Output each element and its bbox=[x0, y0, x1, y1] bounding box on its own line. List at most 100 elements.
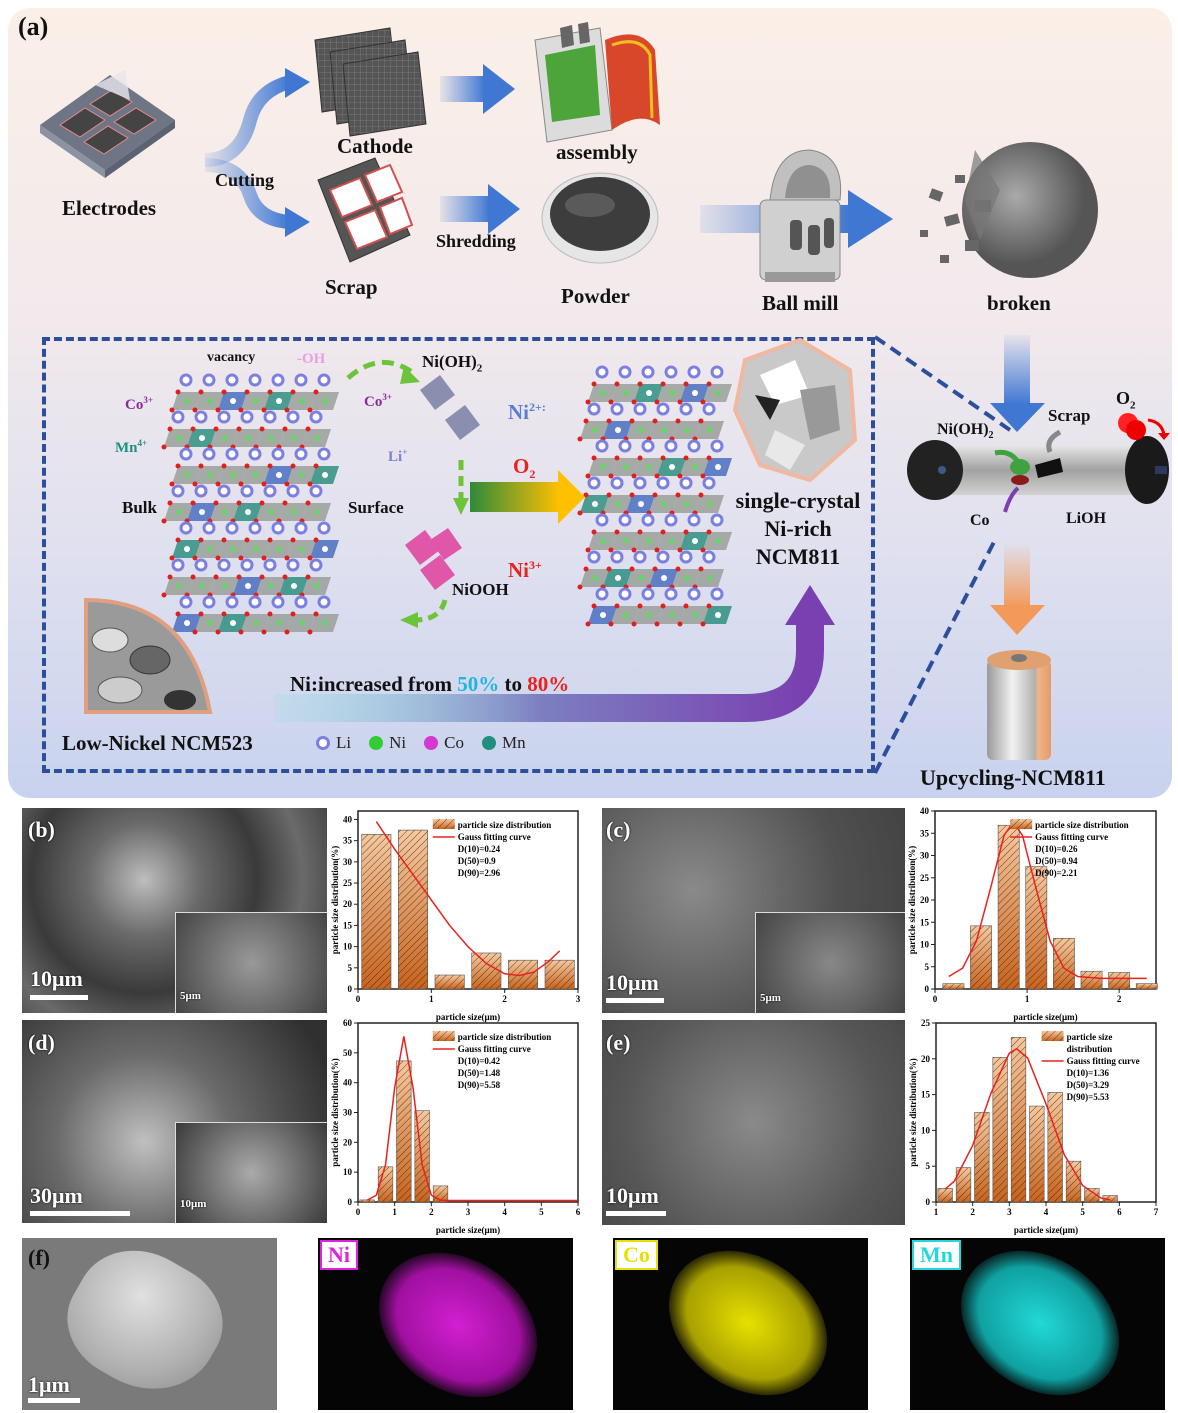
bar bbox=[955, 1167, 972, 1203]
label-cutting: Cutting bbox=[215, 170, 275, 190]
y-tick-label: 0 bbox=[348, 984, 353, 994]
scale-bar-e bbox=[606, 1211, 666, 1216]
x-tick-label: 1 bbox=[429, 994, 434, 1004]
legend-item-mn: Mn bbox=[481, 733, 526, 753]
y-tick-label: 0 bbox=[926, 1197, 931, 1207]
label-electrodes: Electrodes bbox=[62, 196, 157, 220]
superscript: 3+ bbox=[529, 558, 542, 572]
product-line-3: NCM811 bbox=[755, 544, 841, 569]
panel-d-label: (d) bbox=[28, 1030, 55, 1055]
superscript: 4+ bbox=[137, 438, 148, 448]
legend-dot-icon bbox=[424, 736, 439, 750]
y-tick-label: 10 bbox=[921, 1125, 931, 1135]
bar bbox=[359, 1199, 375, 1203]
label-broken: broken bbox=[987, 291, 1051, 315]
legend-label-curve: Gauss fitting curve bbox=[458, 832, 531, 842]
bar bbox=[1053, 937, 1075, 990]
y-tick-label: 20 bbox=[343, 1137, 353, 1147]
label-assembly: assembly bbox=[556, 140, 638, 164]
sem-image-c bbox=[602, 808, 905, 1013]
x-tick-label: 5 bbox=[1080, 1207, 1085, 1217]
stat-label: D(50)=1.48 bbox=[458, 1068, 501, 1078]
y-tick-label: 5 bbox=[926, 1161, 931, 1171]
sem-image-b bbox=[22, 808, 327, 1013]
subscript: 2 bbox=[476, 362, 483, 375]
ncm811-crystal-structure bbox=[577, 365, 732, 627]
label-ni3: Ni3+ bbox=[508, 558, 542, 583]
scale-f: 1μm bbox=[28, 1372, 70, 1397]
eds-map-mn: Mn bbox=[910, 1238, 1165, 1410]
powder-dish-image bbox=[541, 172, 659, 264]
x-tick-label: 4 bbox=[502, 1207, 507, 1217]
x-tick-label: 0 bbox=[356, 994, 361, 1004]
from-value: 50% bbox=[457, 672, 500, 696]
eds-map-co: Co bbox=[613, 1238, 868, 1410]
legend-label-bars: particle size distribution bbox=[1035, 820, 1129, 830]
y-tick-label: 10 bbox=[920, 940, 930, 950]
legend-dot-icon bbox=[481, 736, 496, 750]
y-tick-label: 5 bbox=[925, 962, 930, 972]
bar bbox=[396, 1060, 412, 1203]
label-reactor-co: Co bbox=[970, 512, 990, 529]
legend-label: Li bbox=[336, 733, 352, 752]
label-shredding: Shredding bbox=[436, 231, 516, 251]
text: to bbox=[499, 672, 528, 696]
legend: particle size distribution Gauss fitting … bbox=[432, 819, 551, 878]
bar bbox=[1135, 983, 1158, 990]
scrap-image bbox=[317, 157, 414, 263]
x-axis-label: particle size(μm) bbox=[1014, 1225, 1078, 1235]
gauss-fit-curve bbox=[366, 1036, 578, 1202]
y-tick-label: 25 bbox=[343, 878, 353, 888]
bar bbox=[974, 1112, 990, 1203]
broken-particle-image bbox=[920, 142, 1098, 278]
legend: particle size distribution Gauss fitting … bbox=[432, 1031, 551, 1090]
y-axis-label: particle size distribution(%) bbox=[330, 846, 340, 955]
sem-inset-c bbox=[755, 912, 905, 1013]
sem-inset-d bbox=[175, 1122, 327, 1223]
x-tick-label: 2 bbox=[502, 994, 507, 1004]
element-legend: Li Ni Co Mn bbox=[316, 733, 544, 753]
y-tick-label: 5 bbox=[348, 963, 353, 973]
process-illustrations bbox=[40, 22, 1170, 774]
x-tick-label: 6 bbox=[576, 1207, 581, 1217]
panel-b-label: (b) bbox=[28, 817, 55, 842]
label-scrap: Scrap bbox=[325, 275, 378, 299]
y-tick-label: 20 bbox=[921, 1054, 931, 1064]
label-reactor-o2: O2 bbox=[1116, 388, 1136, 412]
y-tick-label: 0 bbox=[348, 1197, 353, 1207]
scale-bar-b bbox=[30, 995, 88, 1000]
y-tick-label: 60 bbox=[343, 1018, 353, 1028]
inset-scale-c: 5μm bbox=[760, 992, 781, 1004]
label-product: single-crystal Ni-rich NCM811 bbox=[728, 487, 868, 571]
x-tick-label: 0 bbox=[933, 994, 938, 1004]
text: Ni(OH) bbox=[422, 352, 477, 371]
legend-dot-icon bbox=[369, 736, 384, 750]
label-reactor-lioh: LiOH bbox=[1066, 510, 1107, 527]
legend-label: Ni bbox=[389, 733, 407, 752]
text: Co bbox=[364, 394, 383, 410]
bar bbox=[970, 925, 992, 990]
y-tick-label: 0 bbox=[925, 984, 930, 994]
label-powder: Powder bbox=[561, 284, 630, 308]
stat-label: D(90)=5.53 bbox=[1067, 1092, 1110, 1102]
legend-item-ni: Ni bbox=[369, 733, 406, 753]
assembly-image bbox=[534, 22, 660, 143]
subscript: 2 bbox=[529, 467, 536, 482]
legend-item-li: Li bbox=[316, 733, 351, 753]
legend-label-bars: particle size distribution bbox=[1067, 1032, 1113, 1054]
to-value: 80% bbox=[527, 672, 570, 696]
y-tick-label: 40 bbox=[343, 1078, 353, 1088]
electrodes-image bbox=[40, 70, 175, 178]
x-axis-label: particle size(μm) bbox=[436, 1012, 500, 1022]
text: O bbox=[1116, 388, 1131, 408]
scale-d: 30μm bbox=[30, 1183, 83, 1208]
label-surface: Surface bbox=[348, 498, 404, 517]
eds-label-ni: Ni bbox=[320, 1240, 358, 1270]
gauss-fit-curve bbox=[948, 820, 1147, 980]
stat-label: D(50)=0.9 bbox=[458, 856, 496, 866]
inset-scale-b: 5μm bbox=[180, 990, 201, 1002]
scale-bar-d bbox=[30, 1211, 130, 1216]
niooh-octahedra bbox=[405, 528, 462, 590]
text: Co bbox=[125, 397, 144, 413]
scale-bar-f bbox=[28, 1398, 80, 1403]
